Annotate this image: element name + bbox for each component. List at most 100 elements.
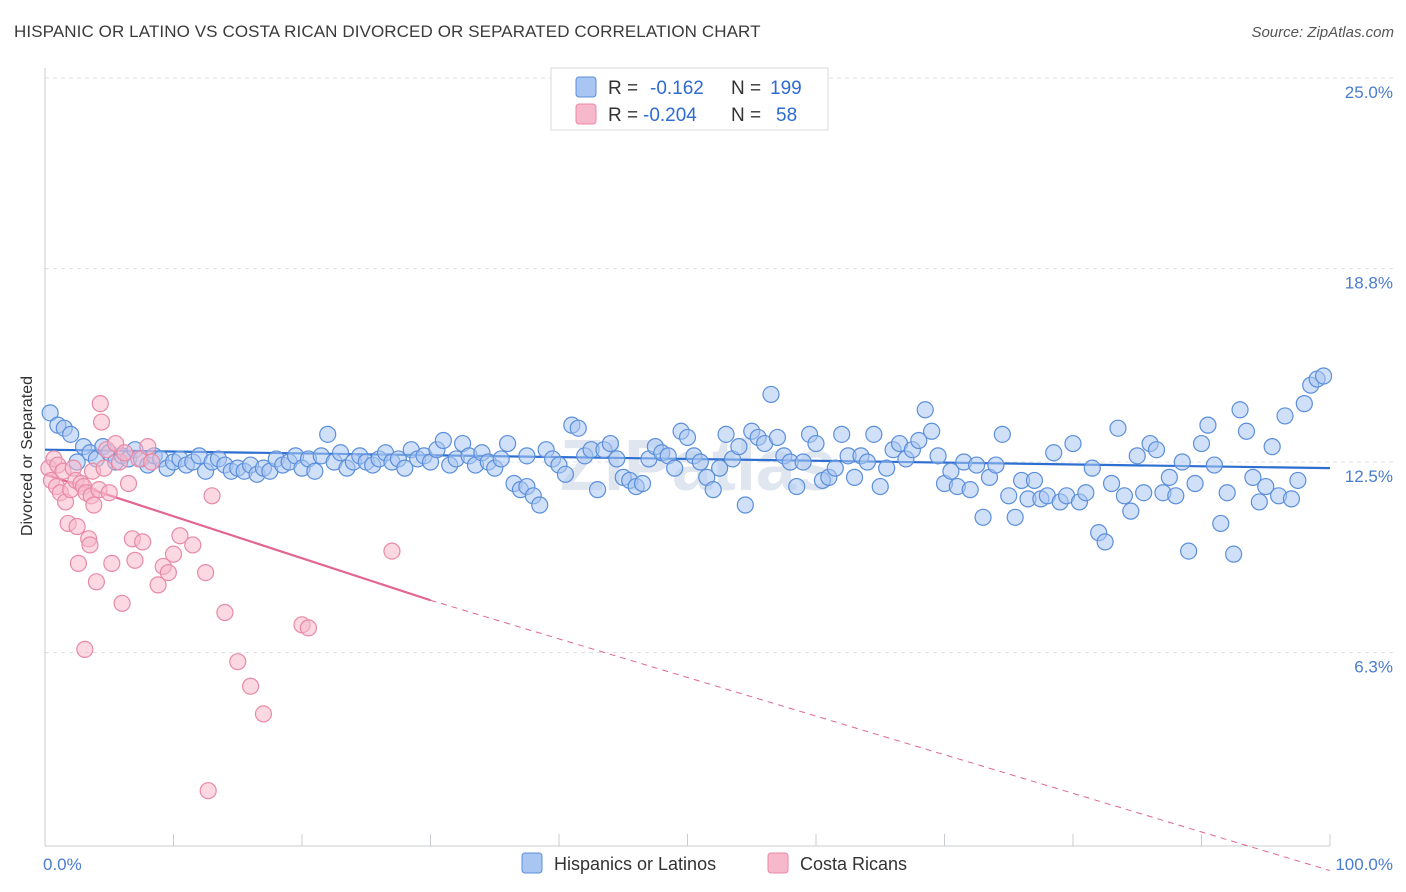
point-hispanics-138 (929, 447, 947, 465)
point-hispanics-159 (1064, 434, 1082, 453)
point-hispanics-149 (1000, 487, 1018, 505)
top-legend: R = -0.162 N = 199 R = -0.204 N = 58 (550, 67, 829, 131)
point-hispanics-172 (1147, 441, 1166, 459)
point-hispanics-167 (1115, 487, 1134, 505)
point-hispanics-122 (826, 459, 844, 477)
point-hispanics-127 (858, 453, 877, 471)
point-hispanics-70 (492, 450, 510, 468)
trend-line-costa-ricans-extension (430, 599, 1331, 872)
legend-swatch-costa-ricans (575, 103, 597, 125)
point-hispanics-104 (711, 459, 729, 477)
point-costa-ricans-42 (149, 576, 167, 594)
point-costa-ricans-22 (85, 496, 103, 514)
point-costa-ricans-37 (126, 551, 144, 569)
point-hispanics-112 (762, 385, 780, 404)
point-hispanics-43 (319, 425, 337, 443)
bottom-legend-label-hispanics: Hispanics or Latinos (554, 854, 716, 874)
point-hispanics-182 (1212, 514, 1230, 533)
point-hispanics-97 (666, 459, 684, 477)
point-hispanics-198 (1314, 367, 1333, 385)
bottom-legend-swatch-costa-ricans (767, 852, 789, 874)
point-hispanics-186 (1237, 422, 1256, 440)
point-hispanics-194 (1289, 471, 1307, 490)
point-hispanics-136 (916, 401, 934, 419)
point-costa-ricans-51 (229, 653, 247, 671)
point-costa-ricans-57 (199, 782, 217, 800)
point-hispanics-92 (633, 474, 652, 493)
legend-swatch-hispanics (575, 76, 597, 98)
point-costa-ricans-12 (68, 517, 86, 536)
point-hispanics-181 (1205, 456, 1223, 474)
point-hispanics-153 (1025, 471, 1044, 490)
point-costa-ricans-46 (171, 527, 189, 545)
legend-r-label-1: R = (608, 78, 638, 99)
point-hispanics-123 (833, 425, 851, 443)
point-costa-ricans-55 (299, 619, 318, 637)
y-tick-label-1: 12.5% (1345, 467, 1393, 486)
point-costa-ricans-39 (134, 533, 152, 551)
axes (44, 68, 1331, 847)
point-costa-ricans-41 (143, 453, 161, 471)
point-hispanics-71 (499, 434, 517, 453)
point-costa-ricans-45 (164, 545, 183, 563)
point-costa-ricans-49 (203, 487, 221, 505)
point-costa-ricans-35 (119, 474, 138, 493)
point-hispanics-147 (987, 456, 1005, 474)
point-hispanics-130 (878, 459, 896, 477)
point-hispanics-45 (331, 444, 350, 462)
point-hispanics-195 (1295, 395, 1313, 413)
point-hispanics-168 (1122, 502, 1140, 520)
point-costa-ricans-13 (69, 554, 88, 572)
x-tick-labels: 0.0% 100.0% (43, 855, 1393, 874)
point-hispanics-119 (807, 434, 825, 453)
point-costa-ricans-34 (116, 444, 134, 462)
point-costa-ricans-53 (254, 705, 273, 723)
legend-n-value-2: 58 (776, 105, 797, 126)
point-hispanics-183 (1218, 484, 1236, 502)
point-hispanics-179 (1192, 434, 1211, 453)
point-hispanics-164 (1096, 533, 1114, 551)
point-costa-ricans-29 (100, 484, 118, 502)
point-hispanics-0 (41, 404, 59, 422)
y-tick-label-3: 25.0% (1345, 83, 1393, 102)
point-hispanics-108 (736, 496, 754, 514)
chart-title: HISPANIC OR LATINO VS COSTA RICAN DIVORC… (14, 22, 761, 41)
point-costa-ricans-48 (197, 563, 215, 582)
point-costa-ricans-33 (113, 594, 131, 612)
point-hispanics-180 (1199, 416, 1217, 434)
point-hispanics-184 (1225, 545, 1243, 563)
legend-n-value-1: 199 (770, 78, 802, 99)
point-hispanics-101 (691, 453, 709, 471)
point-hispanics-80 (556, 465, 575, 483)
series-costa-ricans-points (40, 395, 401, 800)
point-hispanics-61 (434, 431, 452, 450)
point-costa-ricans-16 (76, 640, 94, 658)
point-costa-ricans-52 (242, 677, 260, 695)
point-hispanics-148 (993, 425, 1011, 443)
chart-source: Source: ZipAtlas.com (1251, 24, 1394, 41)
point-hispanics-144 (968, 456, 986, 474)
point-hispanics-105 (717, 425, 735, 443)
point-hispanics-176 (1173, 453, 1191, 471)
point-hispanics-169 (1128, 447, 1146, 465)
point-hispanics-128 (865, 425, 883, 443)
point-costa-ricans-44 (159, 563, 177, 582)
point-hispanics-140 (942, 462, 960, 480)
point-hispanics-107 (730, 438, 748, 456)
point-hispanics-88 (608, 450, 626, 468)
point-costa-ricans-56 (383, 542, 401, 560)
point-hispanics-82 (569, 419, 587, 437)
point-costa-ricans-40 (139, 438, 157, 456)
bottom-legend: Hispanics or Latinos Costa Ricans (521, 852, 907, 874)
point-hispanics-145 (974, 508, 992, 526)
bottom-legend-label-costa-ricans: Costa Ricans (800, 854, 907, 874)
point-hispanics-135 (910, 431, 928, 450)
point-hispanics-103 (704, 481, 722, 499)
point-hispanics-162 (1083, 459, 1101, 477)
point-hispanics-189 (1257, 477, 1275, 496)
point-hispanics-76 (531, 496, 549, 514)
point-hispanics-177 (1180, 542, 1198, 560)
legend-r-value-2: -0.204 (643, 105, 697, 126)
point-costa-ricans-25 (91, 395, 109, 413)
point-hispanics-192 (1276, 407, 1294, 425)
